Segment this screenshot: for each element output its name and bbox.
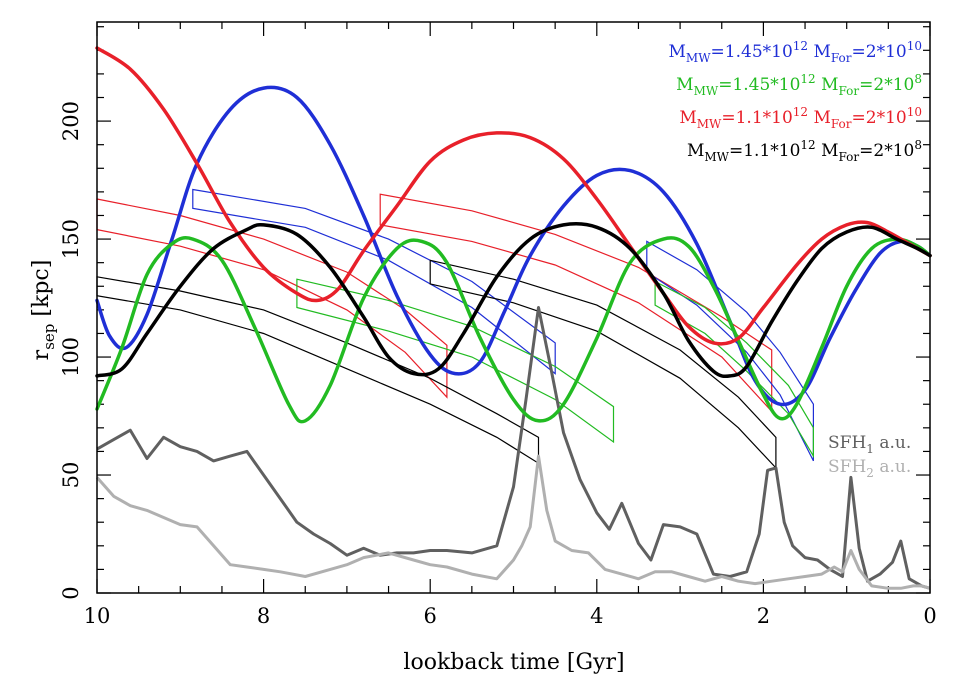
sfh-legend: SFH1 a.u.SFH2 a.u. bbox=[828, 433, 911, 480]
legend-entry: MMW=1.1*1012 MFor=2*1010 bbox=[679, 105, 922, 131]
x-tick-labels: 10 8 6 4 2 0 bbox=[84, 604, 937, 628]
sfh-line bbox=[96, 306, 931, 590]
y-tick-label: 0 bbox=[59, 586, 83, 599]
y-axis-label-main: r bbox=[29, 349, 54, 360]
x-tick-label: 6 bbox=[424, 604, 437, 628]
sfh-legend-entry: SFH2 a.u. bbox=[828, 457, 911, 480]
x-tick-label: 10 bbox=[84, 604, 111, 628]
orbit-band bbox=[296, 278, 615, 444]
y-axis-label-unit: [kpc] bbox=[29, 260, 54, 324]
orbit-line bbox=[95, 222, 932, 379]
legend-entry: MMW=1.45*1012 MFor=2*108 bbox=[676, 72, 922, 98]
orbit-line bbox=[95, 46, 932, 346]
x-tick-label: 8 bbox=[257, 604, 270, 628]
y-tick-label: 50 bbox=[59, 462, 83, 489]
legend-entry: MMW=1.45*1012 MFor=2*1010 bbox=[669, 39, 923, 65]
plot-frame bbox=[96, 21, 931, 594]
x-axis-label: lookback time [Gyr] bbox=[403, 650, 624, 675]
orbit-band bbox=[429, 259, 777, 470]
svg-text:rsep [kpc]: rsep [kpc] bbox=[29, 260, 58, 361]
orbit-band bbox=[192, 188, 556, 375]
legend-entry: MMW=1.1*1012 MFor=2*108 bbox=[687, 138, 922, 164]
y-axis-label: rsep [kpc] bbox=[29, 260, 58, 361]
orbit-band bbox=[96, 198, 448, 399]
y-tick-label: 100 bbox=[59, 337, 83, 377]
x-tick-label: 2 bbox=[757, 604, 770, 628]
sfh-line bbox=[95, 454, 931, 590]
tick-marks bbox=[96, 22, 931, 594]
sfh-legend-entry: SFH1 a.u. bbox=[828, 433, 911, 456]
orbit-curves bbox=[95, 46, 932, 424]
orbit-bands bbox=[96, 188, 814, 470]
sfh-curves bbox=[95, 306, 931, 590]
x-tick-label: 4 bbox=[590, 604, 603, 628]
orbit-line bbox=[95, 85, 932, 407]
orbit-line bbox=[95, 236, 932, 424]
orbit-band bbox=[654, 280, 814, 459]
x-tick-label: 0 bbox=[923, 604, 936, 628]
y-tick-label: 200 bbox=[59, 101, 83, 141]
y-tick-labels: 0 50 100 150 200 bbox=[59, 101, 83, 600]
y-axis-label-sub: sep bbox=[40, 324, 58, 350]
legend: MMW=1.45*1012 MFor=2*1010 MMW=1.45*1012 M… bbox=[669, 39, 923, 164]
y-tick-label: 150 bbox=[59, 219, 83, 259]
